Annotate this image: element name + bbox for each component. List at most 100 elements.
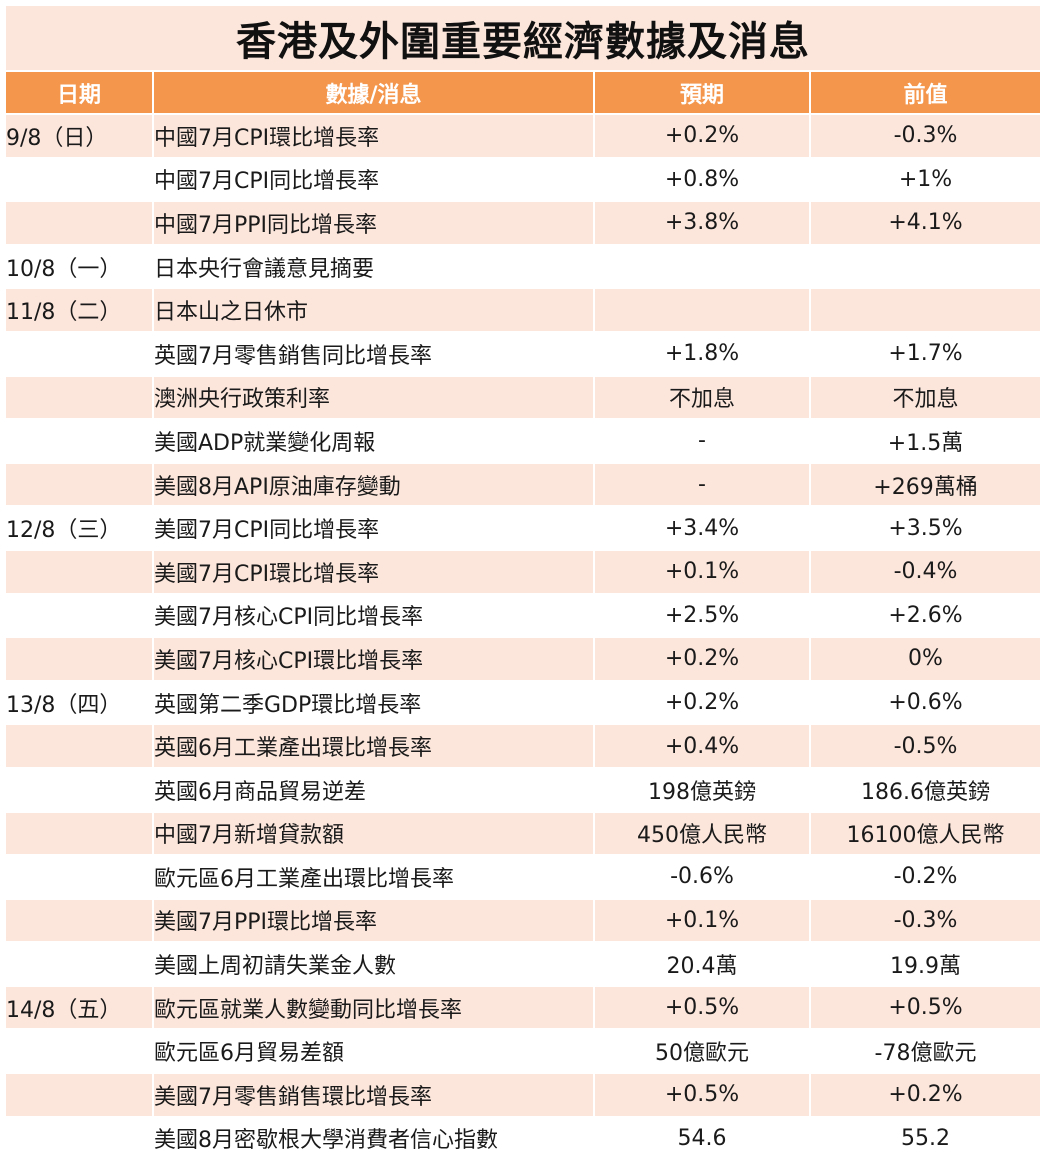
item-cell: 歐元區6月工業產出環比增長率: [154, 856, 595, 900]
table-row: 中國7月新增貸款額 450億人民幣 16100億人民幣: [6, 812, 1040, 857]
item-cell: 日本山之日休市: [154, 289, 595, 333]
expected-cell: -: [595, 420, 811, 464]
expected-cell: +0.8%: [595, 158, 811, 203]
table-row: 中國7月CPI同比增長率 +0.8% +1%: [6, 158, 1040, 203]
date-cell: 13/8（四）: [6, 681, 154, 726]
date-cell: [6, 1117, 154, 1161]
previous-cell: +1.7%: [811, 332, 1040, 377]
item-cell: 中國7月PPI同比增長率: [154, 202, 595, 246]
expected-cell: 20.4萬: [595, 943, 811, 987]
expected-cell: 450億人民幣: [595, 812, 811, 857]
item-cell: 美國上周初請失業金人數: [154, 943, 595, 987]
previous-cell: +3.5%: [811, 507, 1040, 551]
table-row: 英國6月工業產出環比增長率 +0.4% -0.5%: [6, 725, 1040, 769]
table-header-row: 日期 數據/消息 預期 前值: [6, 72, 1040, 115]
date-cell: [6, 1030, 154, 1075]
item-cell: 美國8月API原油庫存變動: [154, 463, 595, 508]
expected-cell: +3.8%: [595, 202, 811, 246]
header-previous: 前值: [811, 72, 1040, 115]
date-cell: [6, 202, 154, 246]
table-row: 美國7月核心CPI環比增長率 +0.2% 0%: [6, 638, 1040, 682]
table-row: 美國ADP就業變化周報 - +1.5萬: [6, 420, 1040, 464]
previous-cell: -0.5%: [811, 725, 1040, 769]
expected-cell: +1.8%: [595, 332, 811, 377]
item-cell: 美國7月核心CPI環比增長率: [154, 638, 595, 682]
previous-cell: 55.2: [811, 1117, 1040, 1161]
table-row: 美國7月CPI環比增長率 +0.1% -0.4%: [6, 550, 1040, 595]
date-cell: [6, 332, 154, 377]
expected-cell: +0.1%: [595, 550, 811, 595]
expected-cell: +0.2%: [595, 638, 811, 682]
date-cell: [6, 376, 154, 421]
expected-cell: -: [595, 463, 811, 508]
table-row: 歐元區6月工業產出環比增長率 -0.6% -0.2%: [6, 856, 1040, 900]
date-cell: [6, 943, 154, 987]
expected-cell: [595, 245, 811, 290]
item-cell: 澳洲央行政策利率: [154, 376, 595, 421]
expected-cell: +0.2%: [595, 115, 811, 159]
item-cell: 美國7月CPI環比增長率: [154, 550, 595, 595]
item-cell: 美國ADP就業變化周報: [154, 420, 595, 464]
table-row: 澳洲央行政策利率 不加息 不加息: [6, 376, 1040, 421]
item-cell: 英國第二季GDP環比增長率: [154, 681, 595, 726]
item-cell: 歐元區就業人數變動同比增長率: [154, 986, 595, 1031]
expected-cell: +0.5%: [595, 1074, 811, 1118]
previous-cell: -0.2%: [811, 856, 1040, 900]
table-row: 美國7月零售銷售環比增長率 +0.5% +0.2%: [6, 1074, 1040, 1118]
table-row: 11/8（二） 日本山之日休市: [6, 289, 1040, 333]
expected-cell: +0.1%: [595, 899, 811, 944]
previous-cell: +1%: [811, 158, 1040, 203]
date-cell: 12/8（三）: [6, 507, 154, 551]
previous-cell: +0.6%: [811, 681, 1040, 726]
expected-cell: 198億英鎊: [595, 768, 811, 813]
expected-cell: 54.6: [595, 1117, 811, 1161]
expected-cell: 不加息: [595, 376, 811, 421]
table-row: 12/8（三） 美國7月CPI同比增長率 +3.4% +3.5%: [6, 507, 1040, 551]
date-cell: [6, 899, 154, 944]
date-cell: [6, 420, 154, 464]
item-cell: 日本央行會議意見摘要: [154, 245, 595, 290]
title-banner: 香港及外圍重要經濟數據及消息: [6, 6, 1040, 70]
expected-cell: -0.6%: [595, 856, 811, 900]
previous-cell: +1.5萬: [811, 420, 1040, 464]
previous-cell: +0.2%: [811, 1074, 1040, 1118]
date-cell: [6, 725, 154, 769]
date-cell: [6, 638, 154, 682]
previous-cell: [811, 289, 1040, 333]
table-row: 10/8（一） 日本央行會議意見摘要: [6, 245, 1040, 290]
expected-cell: +2.5%: [595, 594, 811, 639]
date-cell: [6, 463, 154, 508]
previous-cell: 186.6億英鎊: [811, 768, 1040, 813]
table-row: 中國7月PPI同比增長率 +3.8% +4.1%: [6, 202, 1040, 246]
table-row: 9/8（日） 中國7月CPI環比增長率 +0.2% -0.3%: [6, 115, 1040, 159]
date-cell: [6, 768, 154, 813]
previous-cell: +0.5%: [811, 986, 1040, 1031]
table-row: 美國上周初請失業金人數 20.4萬 19.9萬: [6, 943, 1040, 987]
table-row: 14/8（五） 歐元區就業人數變動同比增長率 +0.5% +0.5%: [6, 986, 1040, 1031]
item-cell: 中國7月CPI環比增長率: [154, 115, 595, 159]
previous-cell: 19.9萬: [811, 943, 1040, 987]
header-date: 日期: [6, 72, 154, 115]
item-cell: 歐元區6月貿易差額: [154, 1030, 595, 1075]
item-cell: 中國7月新增貸款額: [154, 812, 595, 857]
previous-cell: +269萬桶: [811, 463, 1040, 508]
economic-calendar-table: 日期 數據/消息 預期 前值 9/8（日） 中國7月CPI環比增長率 +0.2% -0…: [6, 72, 1040, 1161]
expected-cell: +3.4%: [595, 507, 811, 551]
date-cell: 11/8（二）: [6, 289, 154, 333]
date-cell: 14/8（五）: [6, 986, 154, 1031]
item-cell: 美國7月PPI環比增長率: [154, 899, 595, 944]
previous-cell: -0.3%: [811, 899, 1040, 944]
table-row: 美國8月密歇根大學消費者信心指數 54.6 55.2: [6, 1117, 1040, 1161]
item-cell: 美國7月CPI同比增長率: [154, 507, 595, 551]
date-cell: [6, 812, 154, 857]
table-row: 美國8月API原油庫存變動 - +269萬桶: [6, 463, 1040, 508]
date-cell: [6, 550, 154, 595]
previous-cell: -0.3%: [811, 115, 1040, 159]
expected-cell: [595, 289, 811, 333]
item-cell: 美國7月零售銷售環比增長率: [154, 1074, 595, 1118]
table-row: 美國7月PPI環比增長率 +0.1% -0.3%: [6, 899, 1040, 944]
item-cell: 英國7月零售銷售同比增長率: [154, 332, 595, 377]
previous-cell: +2.6%: [811, 594, 1040, 639]
previous-cell: 0%: [811, 638, 1040, 682]
table-row: 英國6月商品貿易逆差 198億英鎊 186.6億英鎊: [6, 768, 1040, 813]
